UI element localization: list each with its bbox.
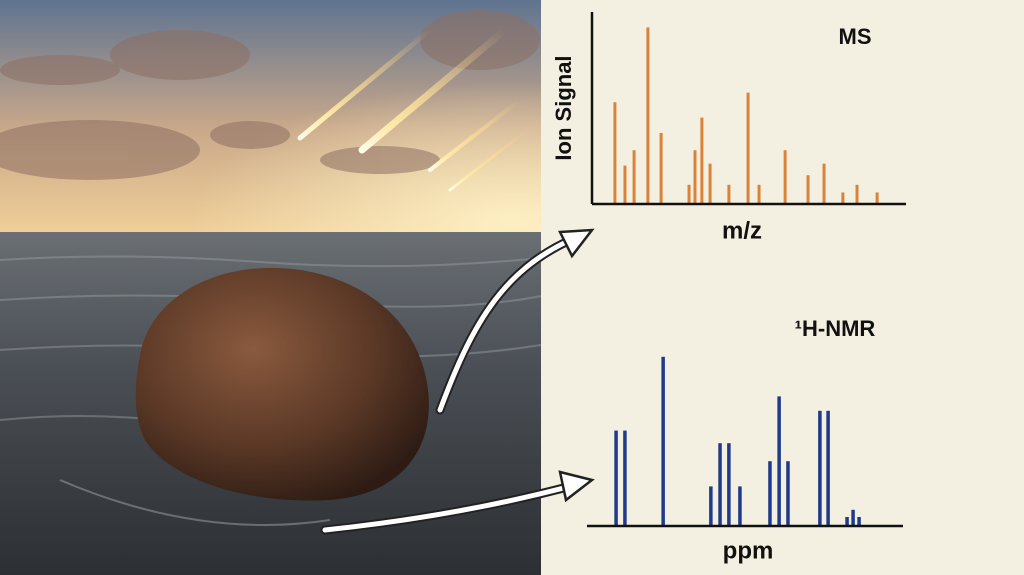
y-axis-label: Ion Signal [551,55,576,160]
meteors [297,26,532,192]
bar [845,517,849,526]
bar [687,184,691,204]
bar [822,163,826,204]
bar [806,175,810,204]
bar [851,509,855,526]
bar [632,150,636,204]
photo [0,0,542,575]
rock [135,267,429,501]
bar [777,396,781,526]
bar [693,150,697,204]
chart-title: ¹H-NMR [795,316,876,341]
bar [857,517,861,526]
bar [875,192,879,204]
bar [709,486,713,526]
bar [826,410,830,526]
bar [613,102,617,204]
bar [727,443,731,526]
bar [661,356,665,526]
bar [746,92,750,204]
panel [541,0,1024,575]
bar [768,461,772,526]
x-axis-label: ppm [723,537,774,564]
bar [786,461,790,526]
x-axis-label: m/z [722,217,762,244]
bar [727,184,731,204]
bar [757,184,761,204]
bar [623,165,627,204]
arrows [320,228,595,535]
bar [659,132,663,204]
bar [818,410,822,526]
chart-title: MS [839,24,872,49]
bar [646,27,650,204]
bar [783,150,787,204]
bar [718,443,722,526]
bar [841,192,845,204]
bar [708,163,712,204]
bar [700,117,704,204]
bar [855,184,859,204]
clouds [0,10,540,180]
bar [614,430,618,526]
bar [623,430,627,526]
bar [738,486,742,526]
